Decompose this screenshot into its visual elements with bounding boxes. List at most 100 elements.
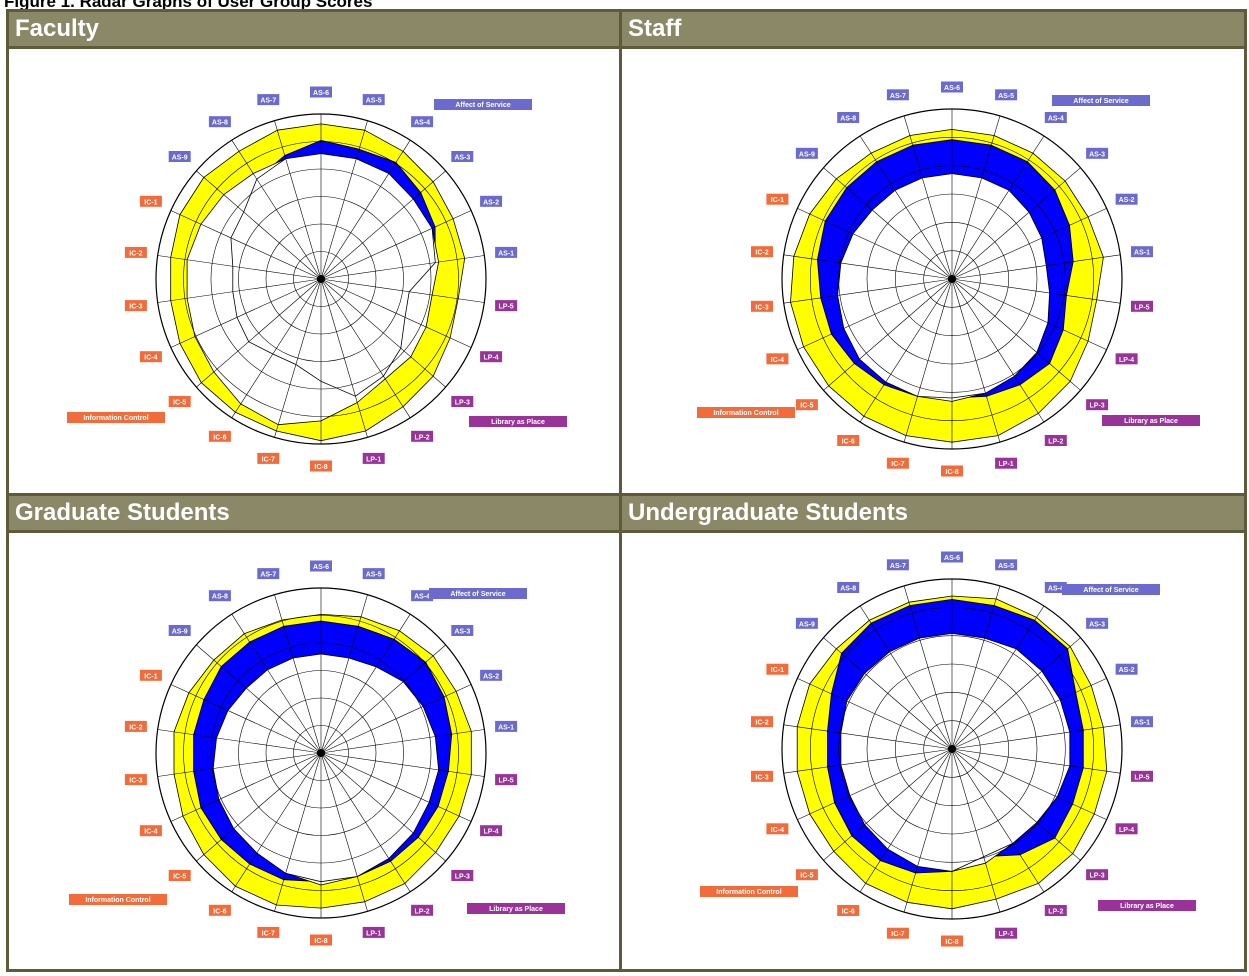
radar-chart-graduate-students: AS-6 AS-5 AS-4 AS-3 AS-2 AS-1 LP-5 LP-4 LP-3 LP-2… bbox=[69, 560, 565, 946]
axis-label: IC-4 bbox=[766, 823, 789, 835]
legend-box bbox=[1052, 95, 1150, 106]
axis-label: IC-4 bbox=[139, 825, 162, 837]
axis-label-box bbox=[139, 195, 162, 207]
axis-label-text: IC-7 bbox=[891, 461, 904, 468]
panel-undergraduate-students: AS-6 AS-5 AS-4 AS-3 AS-2 AS-1 LP-5 LP-4 LP-3 LP-2… bbox=[622, 533, 1244, 969]
legend-box bbox=[434, 99, 532, 110]
axis-label: AS-2 bbox=[480, 195, 503, 207]
axis-label-text: IC-4 bbox=[771, 827, 784, 834]
axis-label-text: IC-2 bbox=[129, 724, 142, 731]
legend-box bbox=[67, 412, 165, 423]
axis-label: AS-9 bbox=[795, 147, 818, 159]
radar-spoke bbox=[170, 752, 322, 822]
axis-label: LP-4 bbox=[1115, 353, 1138, 365]
axis-label: LP-2 bbox=[411, 430, 434, 442]
axis-label: AS-7 bbox=[886, 559, 909, 571]
radar-spoke bbox=[951, 637, 1081, 750]
legend-item: Library as Place bbox=[1102, 415, 1200, 426]
axis-label: AS-2 bbox=[1115, 193, 1138, 205]
radar-spoke bbox=[157, 278, 322, 303]
axis-label-text: IC-4 bbox=[144, 355, 157, 362]
radar-spoke bbox=[231, 278, 322, 418]
axis-label-box bbox=[310, 460, 332, 472]
radar-spoke bbox=[320, 255, 485, 280]
axis-label-text: AS-7 bbox=[260, 572, 276, 579]
legend-label: Affect of Service bbox=[1073, 98, 1128, 105]
axis-label-text: IC-7 bbox=[262, 930, 275, 937]
axis-label-text: IC-8 bbox=[945, 939, 958, 946]
axis-label-text: AS-3 bbox=[1089, 621, 1105, 628]
radar-spoke bbox=[951, 278, 1001, 443]
axis-label: AS-1 bbox=[1131, 716, 1153, 728]
legend-label: Affect of Service bbox=[1083, 587, 1138, 594]
axis-label-text: IC-2 bbox=[755, 720, 768, 727]
axis-label: IC-7 bbox=[886, 457, 909, 469]
axis-label-text: LP-4 bbox=[484, 829, 499, 836]
radar-spoke bbox=[320, 120, 368, 280]
axis-label: IC-6 bbox=[837, 905, 860, 916]
radar-spoke bbox=[320, 278, 446, 388]
radar-spoke bbox=[903, 748, 953, 913]
axis-label-box bbox=[362, 452, 385, 464]
legend-item: Information Control bbox=[67, 412, 165, 423]
radar-spoke bbox=[274, 752, 322, 912]
radar-spoke bbox=[951, 748, 1121, 774]
radar-spoke bbox=[797, 208, 953, 280]
panel-header-faculty: Faculty bbox=[9, 12, 619, 46]
radar-spoke bbox=[951, 748, 1001, 913]
radar-spoke bbox=[951, 254, 1121, 280]
radar-center bbox=[317, 275, 325, 283]
axis-label-text: IC-1 bbox=[771, 197, 784, 204]
axis-label-box bbox=[995, 559, 1018, 571]
axis-label: IC-5 bbox=[795, 869, 818, 881]
radar-spoke bbox=[823, 278, 953, 391]
axis-label-box bbox=[257, 926, 280, 938]
axis-label-box bbox=[310, 86, 332, 98]
axis-label-box bbox=[751, 300, 773, 312]
panel-faculty: AS-6 AS-5 AS-4 AS-3 AS-2 AS-1 LP-5 LP-4 LP-3 LP-2… bbox=[9, 49, 619, 493]
radar-spoke bbox=[951, 208, 1107, 280]
axis-label-text: LP-4 bbox=[484, 355, 499, 362]
axis-label: IC-6 bbox=[208, 904, 231, 916]
radar-spoke bbox=[951, 724, 1121, 750]
axis-label: IC-3 bbox=[124, 774, 147, 786]
axis-label-box bbox=[495, 246, 518, 258]
radar-spoke bbox=[274, 120, 322, 280]
axis-label-box bbox=[451, 151, 474, 162]
axis-label-box bbox=[411, 430, 434, 442]
axis-label-text: AS-1 bbox=[1134, 720, 1150, 727]
radar-spoke bbox=[951, 278, 1107, 350]
axis-label-box bbox=[751, 246, 773, 258]
axis-label-text: IC-3 bbox=[129, 778, 142, 785]
radar-spoke bbox=[320, 752, 368, 912]
axis-label-text: LP-1 bbox=[999, 461, 1014, 468]
axis-label: IC-7 bbox=[886, 927, 909, 939]
axis-label-box bbox=[411, 904, 434, 916]
legend-item: Affect of Service bbox=[1062, 584, 1160, 595]
radar-spoke bbox=[157, 752, 322, 777]
radar-spoke bbox=[783, 278, 953, 304]
axis-label-box bbox=[886, 89, 909, 101]
axis-label-box bbox=[941, 81, 963, 93]
axis-label-box bbox=[1131, 716, 1153, 728]
radar-spoke bbox=[196, 644, 322, 754]
axis-label-box bbox=[168, 625, 191, 636]
figure-title: Figure 1. Radar Graphs of User Group Sco… bbox=[4, 0, 373, 11]
axis-label-text: AS-7 bbox=[260, 98, 276, 105]
radar-spoke bbox=[951, 115, 1001, 280]
radar-spoke bbox=[823, 167, 953, 280]
axis-label-box bbox=[451, 625, 474, 636]
axis-label-text: LP-5 bbox=[499, 304, 514, 311]
axis-label-text: AS-5 bbox=[998, 563, 1014, 570]
axis-label-box bbox=[1044, 905, 1067, 916]
axis-label: IC-7 bbox=[257, 926, 280, 938]
radar-spoke bbox=[951, 748, 1107, 820]
radar-spoke bbox=[320, 140, 411, 280]
axis-label-text: AS-5 bbox=[998, 93, 1014, 100]
radar-spoke bbox=[903, 278, 953, 443]
legend-item: Affect of Service bbox=[434, 99, 532, 110]
axis-label-text: AS-8 bbox=[840, 586, 856, 593]
axis-label: AS-9 bbox=[795, 617, 818, 629]
radar-spoke bbox=[951, 605, 1045, 750]
axis-label: IC-2 bbox=[751, 716, 773, 728]
